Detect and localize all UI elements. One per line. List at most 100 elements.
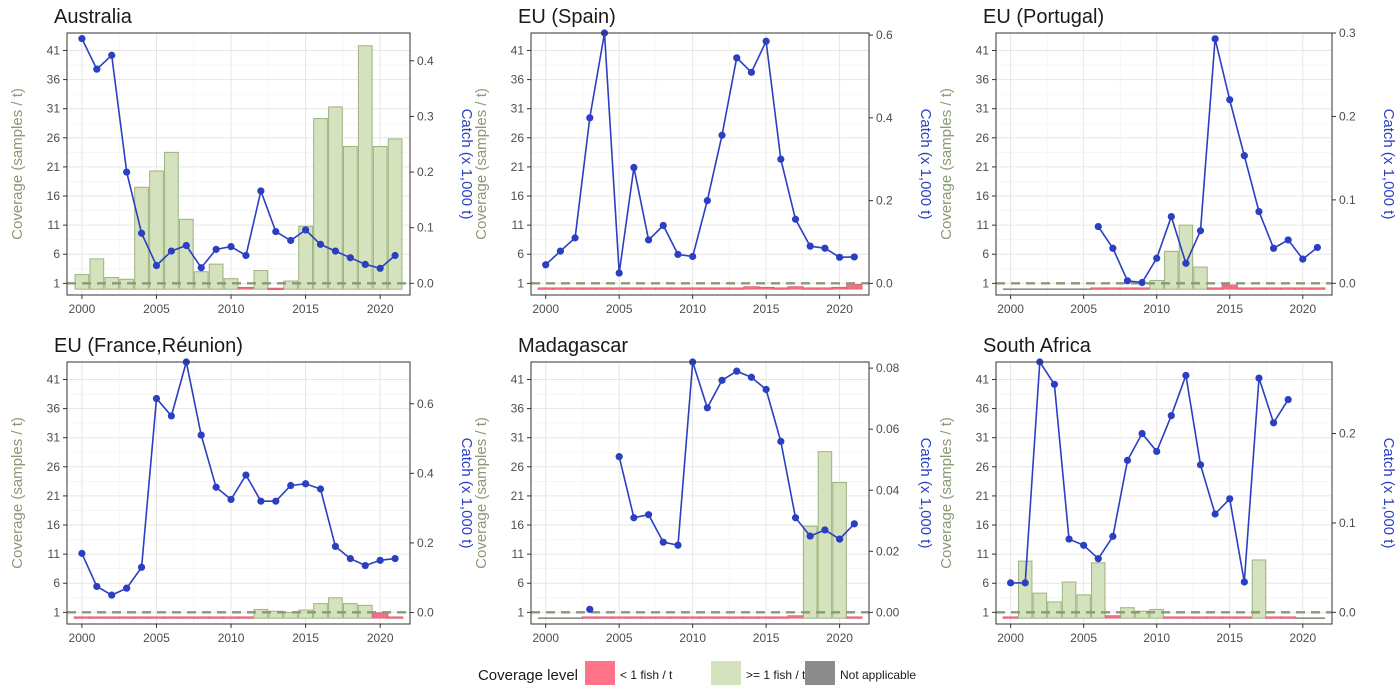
catch-point	[376, 264, 384, 272]
catch-point	[167, 412, 175, 420]
x-tick-label: 2020	[367, 631, 394, 645]
coverage-bar-low	[1177, 616, 1194, 619]
panel-title: Madagascar	[518, 335, 628, 357]
coverage-bar	[313, 603, 328, 619]
catch-point	[1094, 555, 1102, 563]
x-tick-label: 2010	[218, 631, 245, 645]
catch-point	[108, 591, 116, 599]
coverage-bar-low	[655, 287, 672, 290]
coverage-bar	[1047, 601, 1062, 619]
catch-point	[1255, 374, 1263, 382]
panel-4: EU (France,Réunion)16111621263136410.00.…	[9, 335, 475, 645]
coverage-bar-low	[1280, 616, 1297, 619]
coverage-bar-low	[787, 286, 804, 290]
catch-point	[1299, 255, 1307, 263]
coverage-bar-low	[728, 616, 745, 619]
catch-point	[93, 582, 101, 591]
coverage-bar-low	[699, 287, 716, 290]
left-tick-label: 36	[511, 73, 525, 87]
right-tick-label: 0.0	[1339, 276, 1356, 290]
left-tick-label: 16	[976, 189, 990, 203]
left-tick-label: 36	[511, 402, 525, 416]
coverage-bar	[89, 258, 105, 290]
coverage-bar	[1193, 266, 1208, 290]
coverage-bar-low	[1250, 287, 1267, 290]
coverage-bar	[253, 270, 269, 290]
legend-label-3: Not applicable	[840, 668, 916, 682]
x-tick-label: 2020	[367, 302, 394, 316]
catch-line	[1097, 38, 1318, 284]
legend-title: Coverage level	[478, 667, 578, 684]
coverage-bar-low	[772, 287, 789, 290]
catch-point	[78, 34, 86, 43]
right-tick-label: 0.3	[417, 109, 434, 123]
x-tick-label: 2020	[826, 631, 853, 645]
x-tick-label: 2000	[69, 302, 96, 316]
panel-border	[530, 32, 870, 296]
catch-point	[242, 251, 250, 260]
panel-5: Madagascar16111621263136410.000.020.040.…	[473, 335, 934, 645]
coverage-bar-low	[581, 616, 598, 619]
coverage-bar	[74, 274, 90, 290]
right-axis-label: Catch (x 1,000 t)	[917, 109, 934, 220]
left-tick-label: 1	[517, 276, 524, 290]
coverage-bar-low	[713, 287, 731, 290]
left-tick-label: 31	[976, 102, 990, 116]
catch-point	[762, 37, 770, 45]
x-tick-label: 2015	[753, 302, 780, 316]
catch-point	[586, 114, 594, 122]
right-tick-label: 0.06	[876, 422, 900, 436]
coverage-bar-low	[1207, 616, 1224, 619]
coverage-bar	[1061, 581, 1077, 619]
catch-point	[836, 535, 844, 543]
coverage-bar	[298, 225, 313, 290]
left-tick-label: 31	[511, 102, 525, 116]
catch-point	[821, 526, 829, 534]
catch-point	[257, 187, 265, 195]
coverage-bar-low	[1294, 287, 1311, 290]
coverage-bar-low	[237, 616, 255, 619]
catch-point	[302, 226, 310, 234]
x-tick-label: 2000	[532, 631, 559, 645]
coverage-bar-low	[669, 287, 687, 290]
right-axis-label: Catch (x 1,000 t)	[458, 109, 475, 220]
catch-line	[545, 32, 855, 274]
right-tick-label: 0.3	[1339, 26, 1356, 40]
legend: Coverage level < 1 fish / t >= 1 fish / t…	[478, 661, 916, 685]
left-tick-label: 11	[512, 218, 525, 232]
right-axis-label: Catch (x 1,000 t)	[917, 438, 934, 549]
left-axis-label: Coverage (samples / t)	[938, 88, 955, 240]
coverage-bar	[1164, 250, 1179, 290]
coverage-bar-low	[611, 287, 628, 290]
coverage-bar-low	[178, 616, 195, 619]
catch-point	[376, 556, 384, 564]
catch-point	[137, 563, 146, 571]
left-tick-label: 11	[512, 547, 525, 561]
catch-point	[1167, 212, 1175, 221]
right-tick-label: 0.6	[876, 28, 893, 42]
coverage-bar-low	[846, 616, 863, 619]
x-tick-label: 2005	[606, 631, 633, 645]
right-tick-label: 0.02	[876, 544, 900, 558]
catch-point	[1138, 278, 1146, 287]
left-tick-label: 31	[511, 431, 525, 445]
coverage-bar	[134, 186, 149, 290]
left-axis-label: Coverage (samples / t)	[9, 88, 26, 240]
coverage-bar-low	[581, 287, 598, 290]
left-tick-label: 36	[47, 73, 61, 87]
catch-point	[659, 221, 667, 230]
catch-point	[1284, 236, 1292, 244]
catch-point	[644, 236, 653, 244]
right-tick-label: 0.0	[417, 606, 434, 620]
right-tick-label: 0.6	[417, 397, 434, 411]
coverage-bar-low	[103, 616, 120, 619]
coverage-bar-low	[699, 616, 716, 619]
catch-point	[182, 241, 190, 250]
plot-background	[67, 362, 410, 624]
left-tick-label: 26	[511, 460, 525, 474]
coverage-bar-low	[640, 616, 657, 619]
coverage-bar-low	[148, 616, 165, 619]
coverage-bar-low	[1002, 616, 1019, 619]
coverage-bar-low	[1236, 287, 1253, 290]
